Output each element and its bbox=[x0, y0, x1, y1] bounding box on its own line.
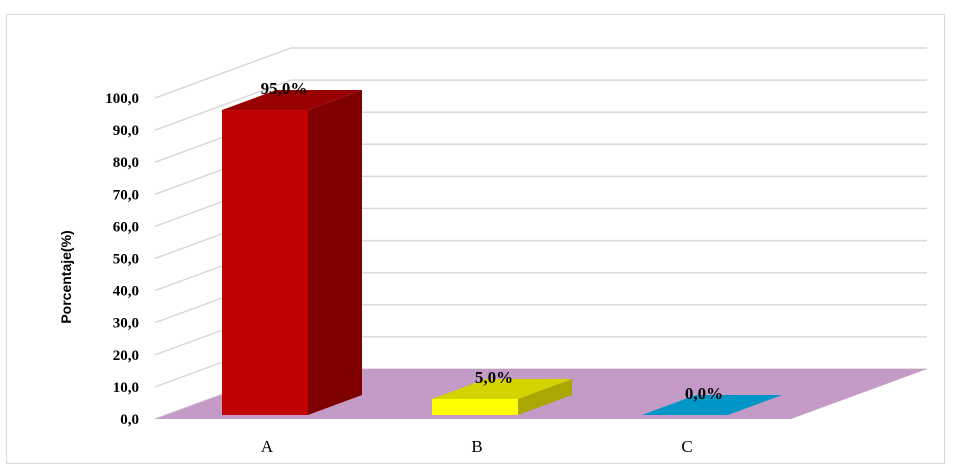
bars bbox=[222, 90, 782, 416]
data-labels: 95,0% 5,0% 0,0% bbox=[261, 79, 724, 403]
data-label-B: 5,0% bbox=[475, 368, 513, 387]
category-label-A: A bbox=[261, 437, 274, 456]
bar-B-top bbox=[432, 378, 572, 399]
bar-A-front bbox=[222, 110, 308, 416]
y-axis-ticks: 0,0 10,0 20,0 30,0 40,0 50,0 60,0 70,0 80,0 90,0 1… bbox=[105, 91, 139, 428]
bar-A-side bbox=[308, 90, 362, 416]
category-label-C: C bbox=[681, 437, 692, 456]
bar-B-front bbox=[432, 398, 518, 415]
chart-frame: 0,0 10,0 20,0 30,0 40,0 50,0 60,0 70,0 80,0 90,0 1… bbox=[6, 14, 945, 464]
y-tick-label: 50,0 bbox=[113, 252, 139, 268]
y-tick-label: 10,0 bbox=[113, 380, 139, 396]
y-tick-label: 20,0 bbox=[113, 348, 139, 364]
bar-A-top bbox=[222, 90, 362, 111]
y-tick-label: 100,0 bbox=[105, 91, 139, 107]
y-tick-label: 0,0 bbox=[120, 412, 139, 428]
y-tick-label: 30,0 bbox=[113, 316, 139, 332]
gridline bbox=[154, 79, 927, 131]
category-label-B: B bbox=[471, 437, 482, 456]
y-tick-label: 40,0 bbox=[113, 284, 139, 300]
gridline bbox=[154, 47, 927, 99]
x-axis-categories: A B C bbox=[261, 437, 693, 456]
y-tick-label: 70,0 bbox=[113, 187, 139, 203]
bar-chart: 0,0 10,0 20,0 30,0 40,0 50,0 60,0 70,0 80,0 90,0 1… bbox=[58, 47, 927, 456]
data-label-A: 95,0% bbox=[261, 79, 308, 98]
bar-B-side bbox=[518, 378, 572, 415]
data-label-C: 0,0% bbox=[685, 384, 723, 403]
y-axis-label: Porcentaje(%) bbox=[58, 230, 74, 323]
bar-C-top bbox=[642, 395, 782, 415]
y-tick-label: 60,0 bbox=[113, 219, 139, 235]
y-tick-label: 80,0 bbox=[113, 155, 139, 171]
y-tick-label: 90,0 bbox=[113, 123, 139, 139]
